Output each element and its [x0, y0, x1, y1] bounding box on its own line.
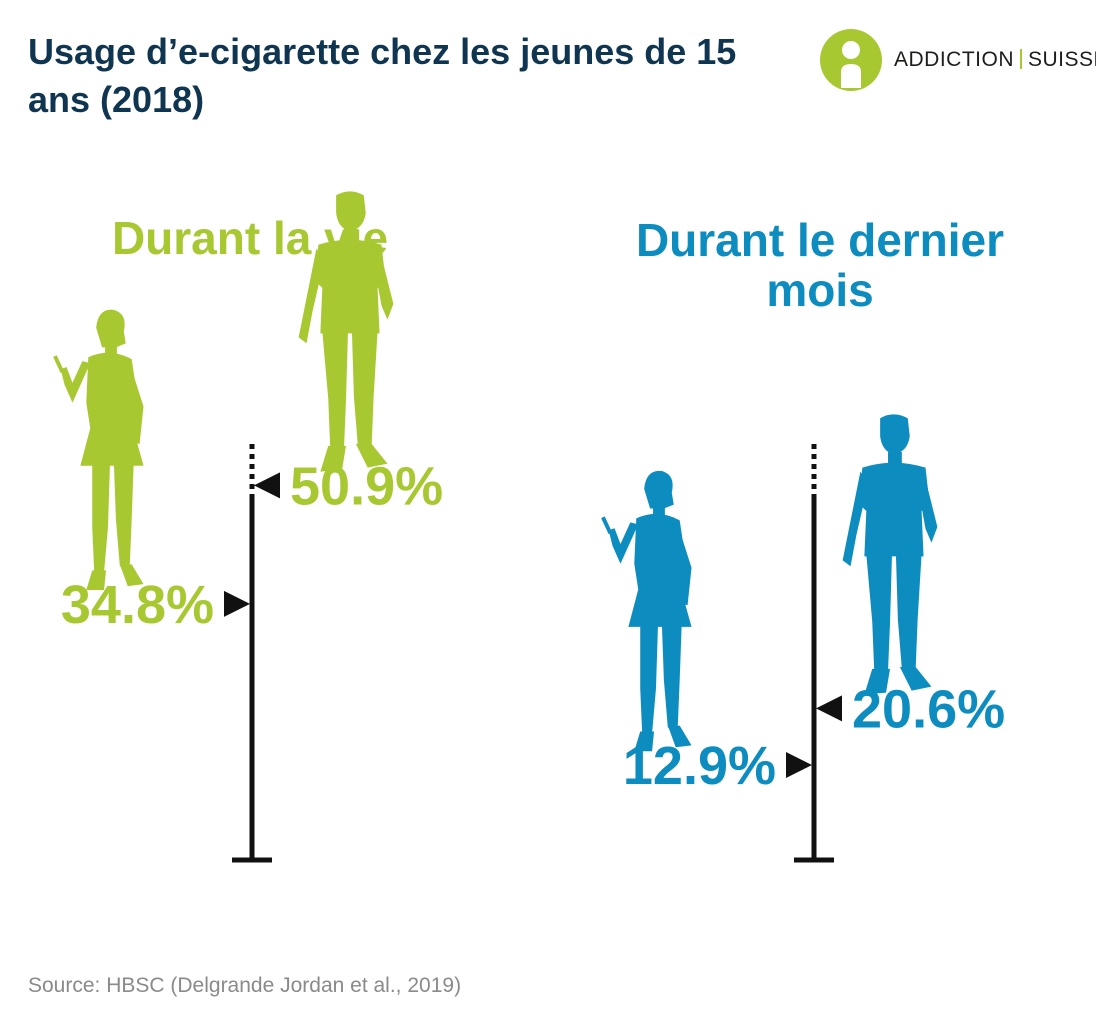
logo-separator: [1020, 49, 1022, 69]
value-label-0-1: 50.9%: [290, 456, 443, 516]
value-label-0-0: 34.8%: [61, 575, 214, 635]
value-label-1-0: 12.9%: [623, 736, 776, 796]
logo-text-suisse: SUISSE: [1028, 48, 1096, 71]
source-note: Source: HBSC (Delgrande Jordan et al., 2…: [28, 974, 462, 997]
value-marker-1-1: [816, 695, 842, 722]
figure-boy-1: [842, 414, 938, 695]
value-label-1-1: 20.6%: [852, 679, 1005, 739]
marks-layer: 34.8% 50.9% 12.9% 20.6%: [61, 456, 1005, 796]
value-marker-0-0: [224, 590, 250, 617]
axes-layer: [232, 444, 834, 863]
figures-layer: [53, 191, 938, 752]
logo-icon: [820, 29, 882, 91]
figure-boy-0: [298, 191, 394, 472]
logo-text-addiction: ADDICTION: [894, 48, 1014, 71]
panel-title-last-month: Durant le dernier mois: [635, 214, 1005, 316]
value-marker-0-1: [254, 472, 280, 499]
addiction-suisse-logo: ADDICTION SUISSE: [820, 28, 1096, 92]
page-title: Usage d’e-cigarette chez les jeunes de 1…: [28, 31, 737, 120]
value-marker-1-0: [786, 752, 812, 779]
figure-girl-0: [53, 309, 144, 591]
figure-girl-1: [601, 470, 692, 752]
